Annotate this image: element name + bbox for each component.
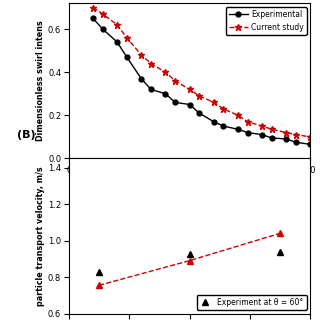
Experimental <box>173 100 177 104</box>
Experimental <box>270 136 274 140</box>
Experimental <box>294 140 298 144</box>
Current study <box>164 70 167 74</box>
Experimental <box>236 127 240 131</box>
Experimental <box>164 92 167 96</box>
Current study <box>188 87 191 91</box>
Current study <box>101 12 105 16</box>
Current study <box>260 124 264 128</box>
Y-axis label: Dimensionless swirl intens: Dimensionless swirl intens <box>36 20 45 141</box>
Experimental <box>91 16 95 20</box>
Current study <box>91 5 95 9</box>
Current study <box>294 133 298 137</box>
Experimental <box>308 142 312 146</box>
Current study <box>212 100 216 104</box>
Experimental <box>140 77 143 81</box>
Current study <box>125 36 129 40</box>
Current study <box>270 127 274 131</box>
Experimental <box>149 87 153 91</box>
Legend: Experiment at θ = 60°: Experiment at θ = 60° <box>197 295 307 310</box>
Experimental <box>221 124 225 128</box>
Current study <box>115 23 119 27</box>
Experimental <box>101 27 105 31</box>
Current study <box>246 120 250 124</box>
Experimental <box>212 120 216 124</box>
Current study <box>197 94 201 98</box>
Legend: Experimental, Current study: Experimental, Current study <box>226 7 307 35</box>
Experimental <box>125 55 129 59</box>
Experimental <box>284 137 288 141</box>
Experimental <box>115 40 119 44</box>
Current study <box>149 62 153 66</box>
Experimental <box>260 133 264 137</box>
Text: (B): (B) <box>17 130 36 140</box>
Current study <box>236 113 240 117</box>
Current study <box>221 107 225 111</box>
Current study <box>140 53 143 57</box>
Line: Current study: Current study <box>90 4 314 140</box>
Y-axis label: particle transport velocity, m/s: particle transport velocity, m/s <box>36 166 45 306</box>
Current study <box>173 79 177 83</box>
X-axis label: Dimensionless axial distance $L/D_h$: Dimensionless axial distance $L/D_h$ <box>110 178 269 190</box>
Current study <box>284 131 288 134</box>
Experimental <box>246 131 250 134</box>
Experimental <box>188 103 191 107</box>
Current study <box>308 135 312 139</box>
Experimental <box>197 111 201 115</box>
Line: Experimental: Experimental <box>91 16 313 147</box>
